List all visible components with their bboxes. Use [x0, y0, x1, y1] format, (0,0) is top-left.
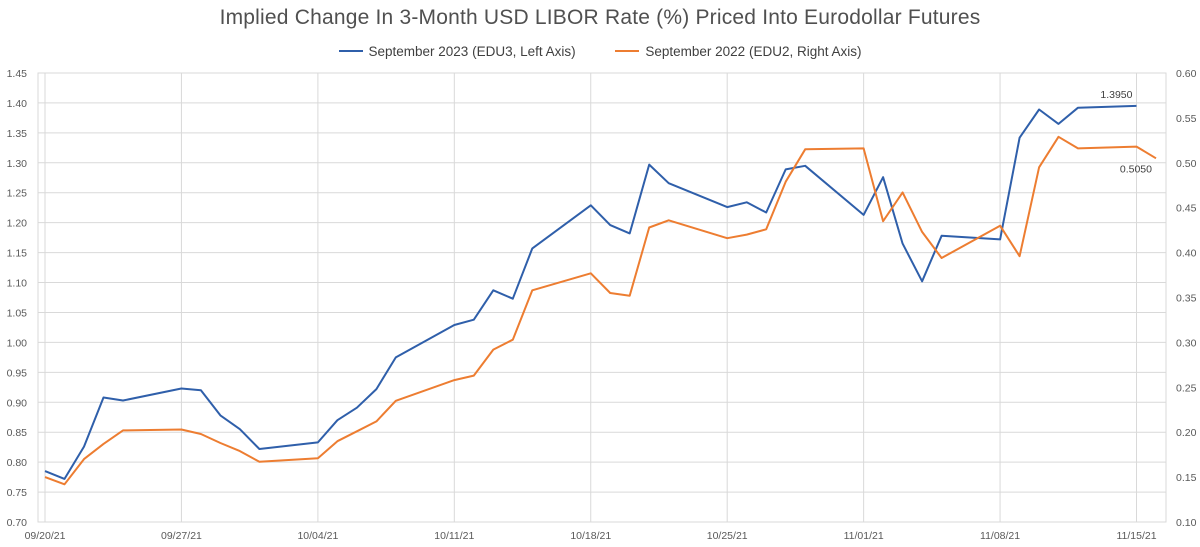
x-tick-label: 10/18/21 [570, 530, 611, 542]
x-tick-label: 11/08/21 [980, 530, 1020, 542]
right-tick-label: 0.15 [1176, 472, 1197, 484]
right-tick-label: 0.20 [1176, 427, 1197, 439]
legend-swatch-edu3 [338, 50, 363, 52]
left-tick-label: 0.95 [7, 367, 28, 379]
plot-border [37, 72, 1167, 523]
left-tick-label: 0.70 [7, 517, 28, 529]
left-tick-label: 1.00 [7, 337, 28, 349]
series-line-edu3 [44, 104, 1137, 480]
left-tick-label: 0.75 [7, 487, 28, 499]
left-tick-label: 1.35 [7, 128, 28, 140]
x-tick-label: 09/27/21 [161, 530, 202, 542]
x-tick-label: 10/11/21 [434, 530, 474, 542]
legend-entry-edu2[interactable]: September 2022 (EDU2, Right Axis) [615, 44, 861, 59]
series-line-edu2 [44, 135, 1157, 486]
right-tick-label: 0.25 [1176, 382, 1197, 394]
legend-label-edu3: September 2023 (EDU3, Left Axis) [368, 43, 576, 59]
left-tick-label: 1.45 [7, 68, 28, 80]
right-tick-label: 0.40 [1176, 248, 1197, 260]
left-tick-label: 1.25 [7, 188, 28, 200]
left-tick-label: 1.20 [7, 218, 28, 230]
left-tick-label: 0.90 [7, 397, 28, 409]
x-tick-label: 11/01/21 [844, 530, 884, 542]
right-tick-label: 0.60 [1176, 68, 1197, 80]
x-tick-label: 09/20/21 [25, 530, 66, 542]
right-tick-label: 0.55 [1176, 113, 1197, 125]
left-tick-label: 1.10 [7, 278, 28, 290]
chart-title: Implied Change In 3-Month USD LIBOR Rate… [219, 6, 981, 29]
left-tick-label: 0.85 [7, 427, 28, 439]
right-tick-label: 0.50 [1176, 158, 1197, 170]
right-tick-label: 0.35 [1176, 293, 1197, 305]
legend-entry-edu3[interactable]: September 2023 (EDU3, Left Axis) [338, 43, 576, 59]
right-tick-label: 0.10 [1176, 517, 1197, 529]
end-value-label-edu3: 1.3950 [1100, 89, 1132, 101]
left-tick-label: 1.30 [7, 158, 28, 170]
left-tick-label: 1.05 [7, 307, 28, 319]
left-tick-label: 1.15 [7, 248, 28, 260]
legend-swatch-edu2 [615, 50, 640, 52]
right-tick-label: 0.30 [1176, 337, 1197, 349]
right-tick-label: 0.45 [1176, 203, 1197, 215]
end-value-label-edu2: 0.5050 [1120, 163, 1152, 175]
legend-label-edu2: September 2022 (EDU2, Right Axis) [645, 43, 862, 59]
left-tick-label: 0.80 [7, 457, 28, 469]
left-tick-label: 1.40 [7, 98, 28, 110]
legend: September 2023 (EDU3, Left Axis) Septemb… [0, 40, 1200, 59]
x-tick-label: 11/15/21 [1116, 530, 1156, 542]
x-tick-label: 10/04/21 [297, 530, 338, 542]
x-tick-label: 10/25/21 [707, 530, 748, 542]
